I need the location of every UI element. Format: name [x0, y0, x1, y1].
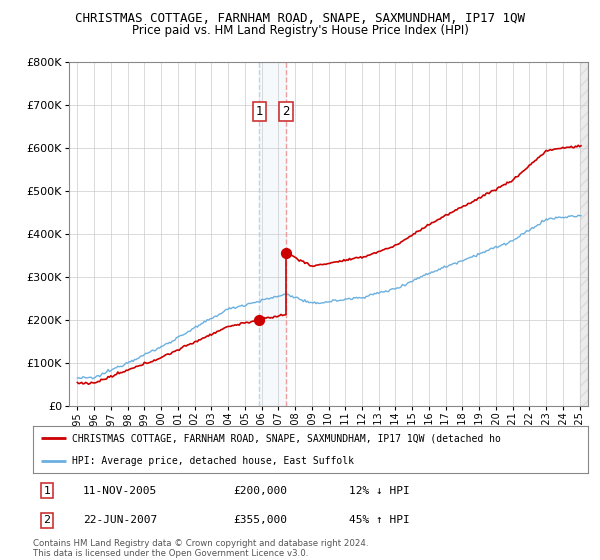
Text: Price paid vs. HM Land Registry's House Price Index (HPI): Price paid vs. HM Land Registry's House … [131, 24, 469, 36]
Text: CHRISTMAS COTTAGE, FARNHAM ROAD, SNAPE, SAXMUNDHAM, IP17 1QW: CHRISTMAS COTTAGE, FARNHAM ROAD, SNAPE, … [75, 12, 525, 25]
Text: 22-JUN-2007: 22-JUN-2007 [83, 515, 157, 525]
Bar [259, 62, 286, 406]
Text: £355,000: £355,000 [233, 515, 287, 525]
Text: 2: 2 [43, 515, 50, 525]
Text: Contains HM Land Registry data © Crown copyright and database right 2024.
This d: Contains HM Land Registry data © Crown c… [33, 539, 368, 558]
Text: HPI: Average price, detached house, East Suffolk: HPI: Average price, detached house, East… [72, 456, 354, 466]
Text: 11-NOV-2005: 11-NOV-2005 [83, 486, 157, 496]
Text: 12% ↓ HPI: 12% ↓ HPI [349, 486, 410, 496]
Text: 1: 1 [256, 105, 263, 118]
Bar [580, 62, 588, 406]
Text: 1: 1 [43, 486, 50, 496]
Point [281, 249, 291, 258]
Point [254, 315, 264, 324]
Text: CHRISTMAS COTTAGE, FARNHAM ROAD, SNAPE, SAXMUNDHAM, IP17 1QW (detached ho: CHRISTMAS COTTAGE, FARNHAM ROAD, SNAPE, … [72, 433, 501, 444]
Text: £200,000: £200,000 [233, 486, 287, 496]
Text: 45% ↑ HPI: 45% ↑ HPI [349, 515, 410, 525]
Text: 2: 2 [283, 105, 290, 118]
